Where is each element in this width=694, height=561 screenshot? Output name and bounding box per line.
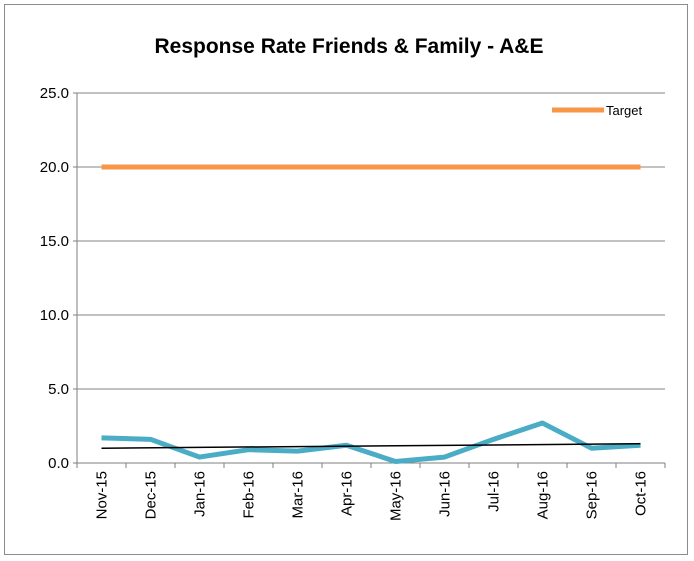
x-axis-ticks: Nov-15 Dec-15 Jan-16 Feb-16 Mar-16 Apr-16 May-… xyxy=(94,471,650,521)
chart-title: Response Rate Friends & Family - A&E xyxy=(155,35,544,58)
x-tick-label: Mar-16 xyxy=(290,471,307,519)
x-tick-label: Jun-16 xyxy=(437,471,454,517)
gridlines xyxy=(73,92,666,468)
y-tick-label: 5.0 xyxy=(48,381,69,398)
x-tick-label: Nov-15 xyxy=(94,471,111,519)
y-tick-label: 15.0 xyxy=(40,233,69,250)
y-axis-ticks: 0.0 5.0 10.0 15.0 20.0 25.0 xyxy=(40,85,69,472)
legend: Target xyxy=(552,103,643,118)
y-tick-label: 10.0 xyxy=(40,307,69,324)
response-rate-series-line xyxy=(101,420,641,465)
y-tick-label: 0.0 xyxy=(48,455,69,472)
series-lines xyxy=(101,164,641,465)
x-tick-label: Oct-16 xyxy=(633,471,650,516)
legend-target-label: Target xyxy=(606,103,643,118)
x-tick-label: Apr-16 xyxy=(339,471,356,516)
x-tick-label: Sep-16 xyxy=(584,471,601,519)
x-tick-label: May-16 xyxy=(388,471,405,521)
x-tick-label: Aug-16 xyxy=(535,471,552,519)
y-tick-label: 25.0 xyxy=(40,85,69,102)
trendline xyxy=(101,443,641,449)
x-tick-label: Jan-16 xyxy=(192,471,209,517)
x-tick-label: Feb-16 xyxy=(241,471,258,519)
y-tick-label: 20.0 xyxy=(40,159,69,176)
x-tick-label: Dec-15 xyxy=(143,471,160,519)
x-tick-label: Jul-16 xyxy=(486,471,503,512)
